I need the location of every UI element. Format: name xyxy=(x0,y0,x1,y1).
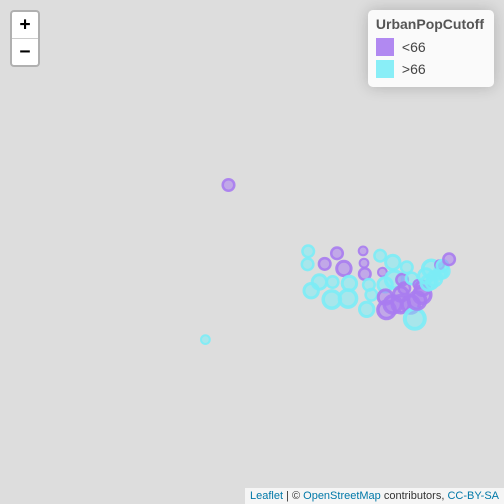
map-marker[interactable] xyxy=(200,334,211,346)
map-marker[interactable] xyxy=(357,245,369,257)
legend-label: <66 xyxy=(401,39,426,55)
zoom-control: + − xyxy=(10,10,40,67)
map-marker[interactable] xyxy=(442,252,457,267)
map-marker[interactable] xyxy=(399,260,414,275)
zoom-in-button[interactable]: + xyxy=(12,12,38,39)
legend-swatch xyxy=(375,60,394,78)
license-link[interactable]: CC-BY-SA xyxy=(447,490,499,502)
map-marker[interactable] xyxy=(384,253,402,272)
legend-item: <66 xyxy=(375,37,484,57)
legend-item: >66 xyxy=(375,59,484,79)
map-marker[interactable] xyxy=(358,300,376,318)
map-marker[interactable] xyxy=(310,273,329,291)
map-marker[interactable] xyxy=(221,177,236,193)
map-marker[interactable] xyxy=(373,248,388,263)
map-marker[interactable] xyxy=(329,246,345,261)
attribution-contributors: contributors, xyxy=(380,490,448,502)
map-marker[interactable] xyxy=(317,256,332,271)
map-marker[interactable] xyxy=(402,306,427,331)
map-marker[interactable] xyxy=(337,288,359,309)
legend-swatch xyxy=(375,38,394,56)
map-marker[interactable] xyxy=(301,244,316,259)
osm-link[interactable]: OpenStreetMap xyxy=(303,490,381,502)
legend-label: >66 xyxy=(401,61,426,77)
leaflet-link[interactable]: Leaflet xyxy=(249,490,283,502)
map-marker[interactable] xyxy=(364,287,379,302)
map-marker[interactable] xyxy=(358,257,370,269)
zoom-out-button[interactable]: − xyxy=(19,41,31,62)
attribution: Leaflet | © OpenStreetMap contributors, … xyxy=(244,488,504,504)
legend: UrbanPopCutoff <66 >66 xyxy=(367,10,494,87)
map-marker[interactable] xyxy=(300,257,315,272)
map-marker[interactable] xyxy=(335,259,353,278)
attribution-separator: | © xyxy=(283,490,304,502)
map-marker[interactable] xyxy=(325,274,340,290)
legend-title: UrbanPopCutoff xyxy=(375,16,484,32)
